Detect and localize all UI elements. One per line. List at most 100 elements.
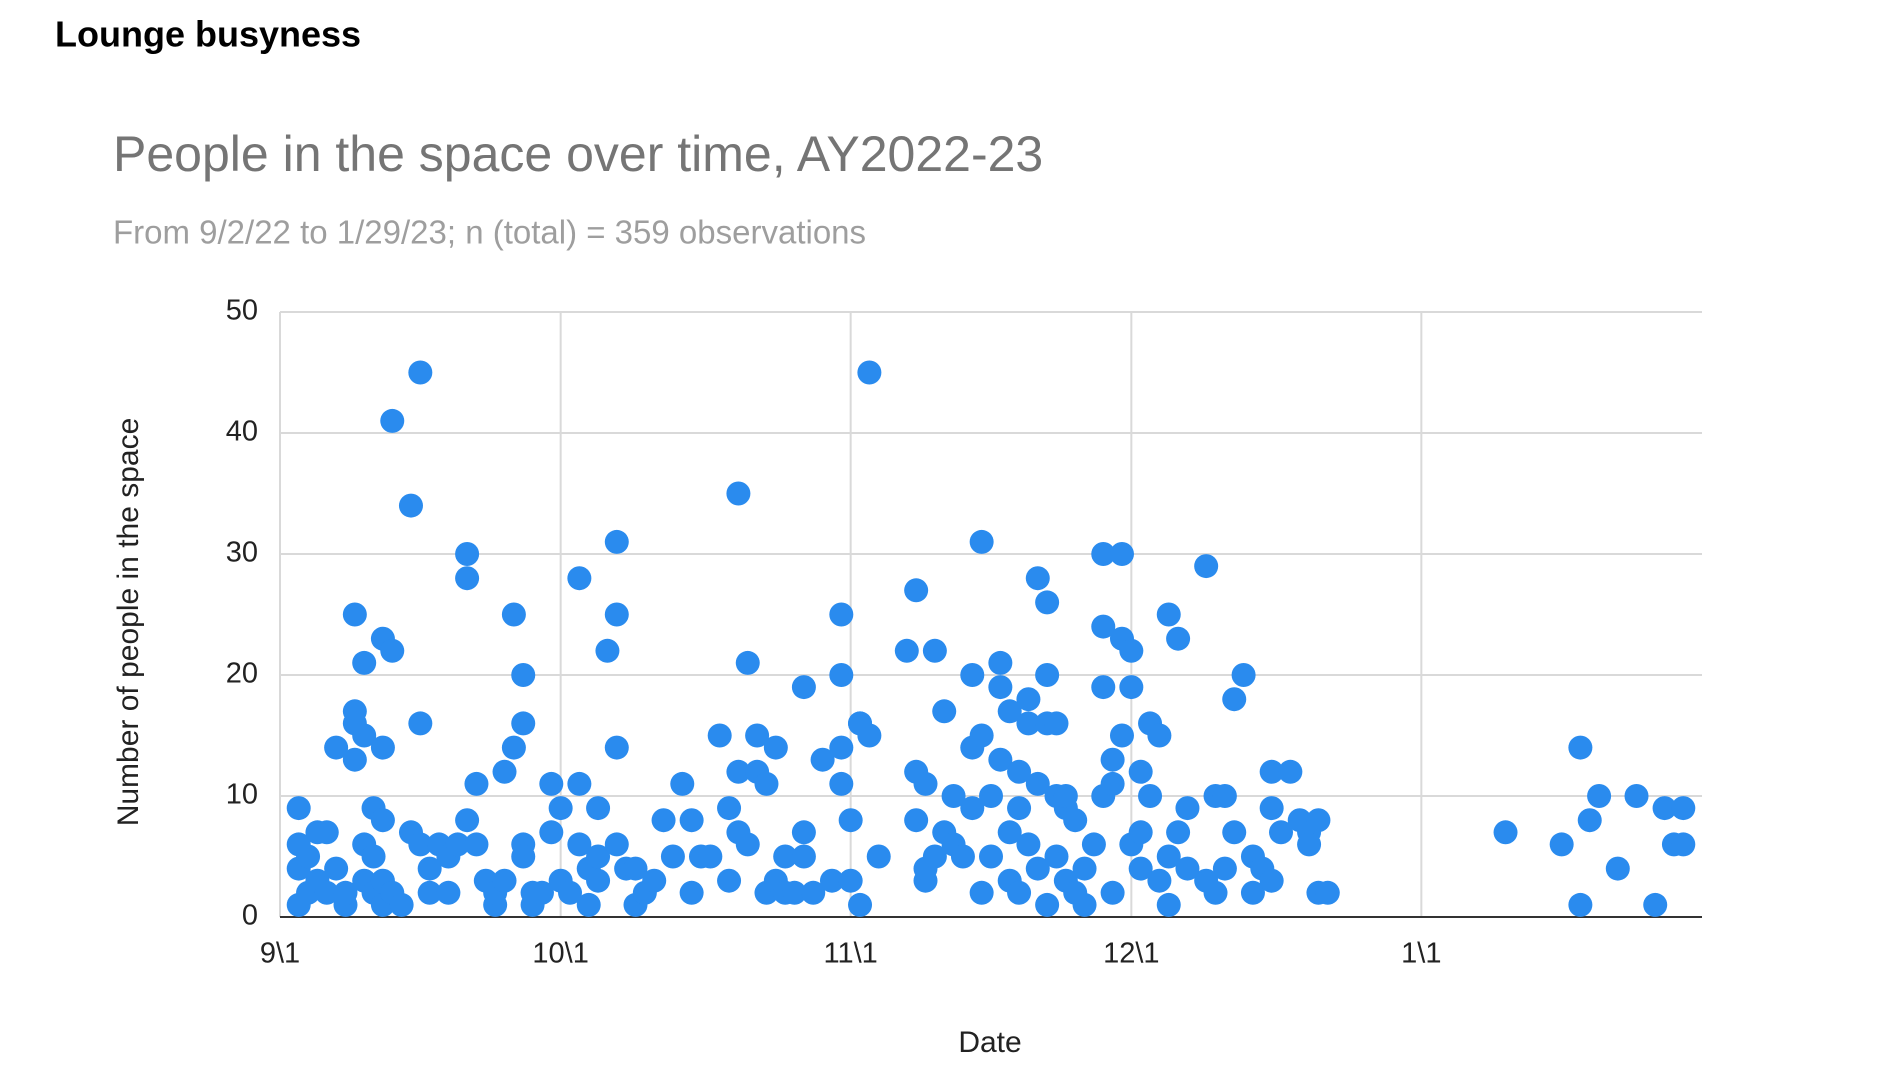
point <box>773 844 798 869</box>
point <box>745 723 770 748</box>
point <box>464 771 489 796</box>
point <box>455 808 480 833</box>
point <box>969 529 994 554</box>
x-tick-label: 10\1 <box>532 938 588 970</box>
point <box>464 832 489 857</box>
point <box>436 880 461 905</box>
y-tick-label: 20 <box>226 658 258 690</box>
x-tick-label: 11\1 <box>824 938 878 970</box>
point <box>1212 784 1237 808</box>
chart-title: People in the space over time, AY2022-23 <box>113 126 1043 182</box>
point <box>763 735 788 760</box>
point <box>1119 638 1144 663</box>
point <box>1128 759 1153 784</box>
point <box>1100 747 1125 772</box>
point <box>1315 880 1340 905</box>
point <box>296 844 321 869</box>
point <box>1212 856 1237 881</box>
point <box>1016 711 1041 736</box>
point <box>1577 808 1602 833</box>
point <box>595 638 620 663</box>
point <box>1278 759 1303 784</box>
point <box>1128 856 1153 881</box>
x-axis-title: Date <box>958 1026 1021 1059</box>
point <box>539 820 564 845</box>
point <box>1147 723 1172 748</box>
point <box>370 735 395 760</box>
point <box>286 796 311 821</box>
point <box>950 844 975 869</box>
point <box>838 868 863 893</box>
point <box>857 360 882 385</box>
point <box>417 856 442 881</box>
point <box>1156 892 1181 917</box>
point <box>567 771 592 796</box>
point <box>1269 820 1294 845</box>
point <box>586 796 611 821</box>
point <box>801 880 826 905</box>
point <box>1671 832 1696 857</box>
point <box>342 602 367 627</box>
point <box>501 735 526 760</box>
point <box>352 723 377 748</box>
point <box>455 566 480 591</box>
point <box>370 808 395 833</box>
point <box>1156 602 1181 627</box>
point <box>651 808 676 833</box>
point <box>997 820 1022 845</box>
point <box>1605 856 1630 881</box>
point <box>1297 832 1322 857</box>
point <box>604 735 629 760</box>
point <box>1231 663 1256 687</box>
point <box>1166 626 1191 651</box>
point <box>679 808 704 833</box>
point <box>417 880 442 905</box>
point <box>558 880 583 905</box>
point <box>726 481 751 506</box>
point <box>511 663 536 687</box>
point <box>333 880 358 905</box>
point <box>717 796 742 821</box>
y-tick-label: 50 <box>226 295 258 327</box>
point <box>922 844 947 869</box>
point <box>1007 759 1032 784</box>
point <box>726 759 751 784</box>
point <box>501 602 526 627</box>
point <box>1072 856 1097 881</box>
point <box>511 711 536 736</box>
point <box>960 796 985 821</box>
point <box>1128 820 1153 845</box>
point <box>586 868 611 893</box>
point <box>1138 784 1163 808</box>
point <box>1240 880 1265 905</box>
point <box>679 880 704 905</box>
point <box>1166 820 1191 845</box>
point <box>455 542 480 566</box>
point <box>1091 675 1116 700</box>
point <box>1587 784 1612 808</box>
y-tick-label: 40 <box>226 416 258 448</box>
point <box>1044 844 1069 869</box>
point <box>857 723 882 748</box>
point <box>324 735 349 760</box>
point <box>932 699 957 724</box>
point <box>1091 614 1116 639</box>
point <box>1568 892 1593 917</box>
point <box>735 832 760 857</box>
point <box>810 747 835 772</box>
point <box>904 578 929 603</box>
point <box>1306 808 1331 833</box>
point <box>922 638 947 663</box>
point <box>1025 856 1050 881</box>
point <box>1222 687 1247 712</box>
point <box>791 844 816 869</box>
point <box>604 832 629 857</box>
point <box>342 747 367 772</box>
point <box>314 820 339 845</box>
point <box>604 602 629 627</box>
point <box>791 820 816 845</box>
point <box>586 844 611 869</box>
point <box>548 796 573 821</box>
point <box>492 868 517 893</box>
